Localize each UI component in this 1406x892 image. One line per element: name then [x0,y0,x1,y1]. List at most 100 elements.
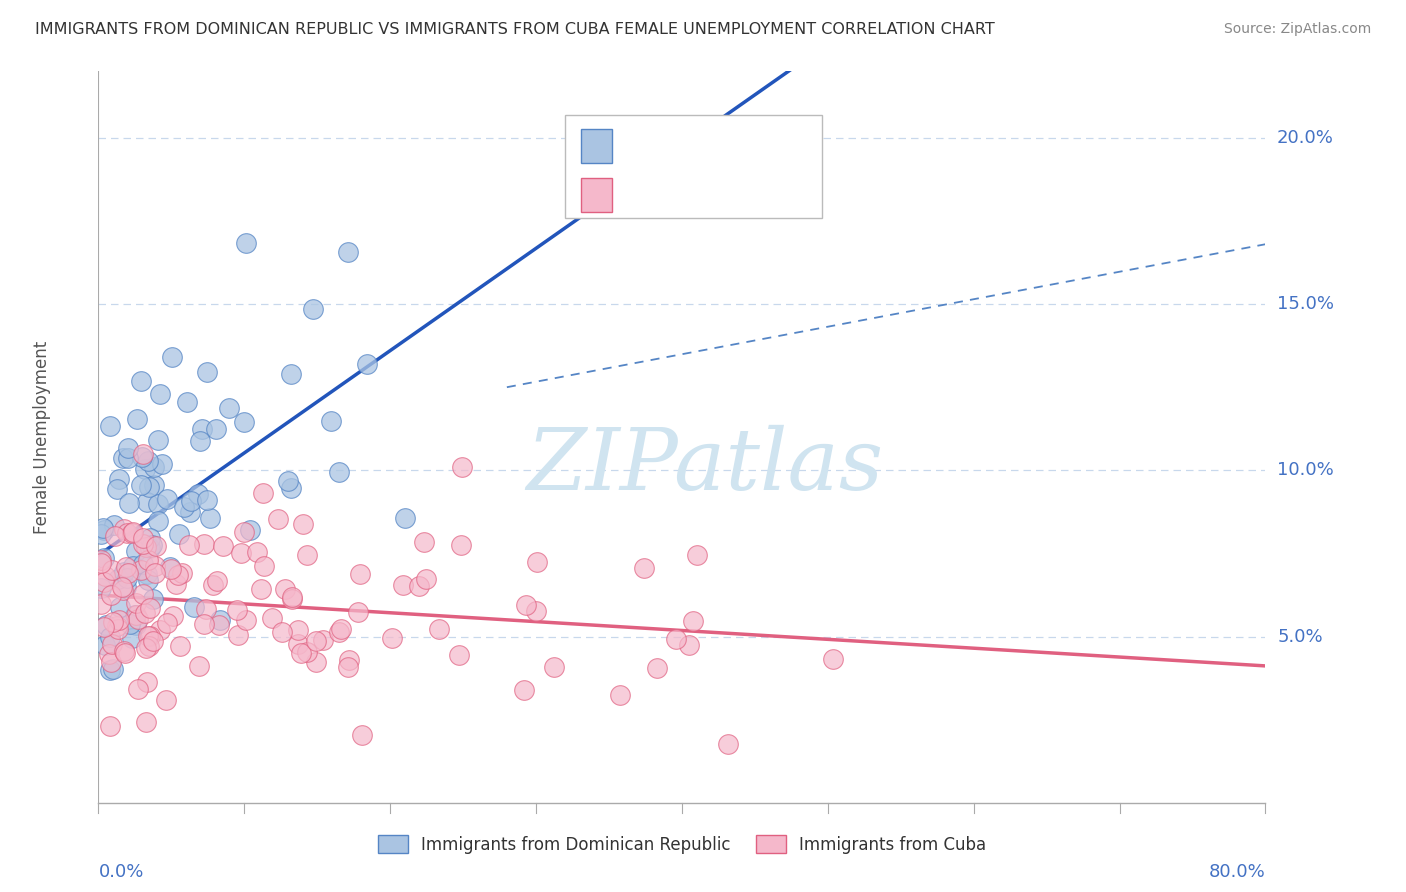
Point [107,622,129,636]
Text: 0.0%: 0.0% [98,863,143,880]
Point [143,558,166,573]
Point [226,628,249,642]
Point [274,582,297,597]
Point [349,566,371,581]
Point [145,566,167,580]
Point [218,401,240,416]
Point [105,482,128,496]
Point [121,632,143,646]
Point [122,558,145,573]
Point [122,524,145,539]
Point [114,580,136,594]
Point [271,624,294,639]
Point [132,531,155,545]
Point [108,600,131,615]
Point [107,572,129,586]
Point [717,737,740,751]
Point [239,523,262,537]
Point [115,526,138,541]
Point [252,485,274,500]
Point [149,387,172,401]
Point [180,493,202,508]
Point [143,478,166,492]
Point [212,539,235,553]
Point [98,648,121,662]
Point [413,535,436,549]
Point [295,645,318,659]
Point [96,618,118,632]
Point [329,622,352,636]
Text: IMMIGRANTS FROM DOMINICAN REPUBLIC VS IMMIGRANTS FROM CUBA FEMALE UNEMPLOYMENT C: IMMIGRANTS FROM DOMINICAN REPUBLIC VS IM… [35,22,995,37]
Text: 0.417: 0.417 [659,137,711,155]
Text: Source: ZipAtlas.com: Source: ZipAtlas.com [1223,22,1371,37]
Point [235,235,257,250]
Point [337,653,360,667]
Point [235,613,257,627]
Point [391,578,413,592]
Point [356,357,378,371]
Point [135,641,157,656]
Point [190,422,212,436]
Point [132,537,155,551]
Point [159,560,181,574]
Point [156,615,179,630]
Point [246,545,269,559]
Point [165,577,187,591]
Point [139,629,162,643]
Point [253,558,276,573]
Point [188,659,211,673]
Point [167,526,190,541]
Point [98,630,121,644]
Point [277,474,299,488]
Point [155,693,177,707]
Point [125,412,148,426]
Point [112,522,135,536]
Point [131,564,153,578]
Point [117,566,139,581]
Point [267,511,290,525]
Point [226,603,249,617]
Point [187,486,209,500]
Point [112,451,135,466]
Text: 81: 81 [738,137,761,155]
Point [90,553,112,567]
Point [328,465,350,479]
Point [665,632,688,646]
Point [381,632,404,646]
Point [179,538,201,552]
Point [262,611,284,625]
Point [287,637,309,651]
Point [524,605,547,619]
Point [328,624,350,639]
Point [281,591,304,606]
Point [287,624,309,638]
Point [117,451,139,466]
Point [249,582,271,596]
Text: R =: R = [620,137,651,155]
Point [135,566,157,581]
Point [821,652,844,666]
Point [281,590,304,604]
Point [232,524,254,539]
Point [114,646,136,660]
Point [150,457,173,471]
Point [93,575,115,590]
Point [100,655,122,669]
Point [93,620,115,634]
Point [427,623,450,637]
Text: 10.0%: 10.0% [1277,461,1334,479]
Point [121,525,143,540]
Point [415,572,437,586]
Point [142,633,165,648]
Point [111,580,134,594]
Point [125,597,148,611]
Point [195,365,218,379]
Point [118,617,141,632]
Text: N =: N = [704,137,735,155]
Point [127,681,149,696]
Text: 80.0%: 80.0% [1209,863,1265,880]
Point [146,515,169,529]
Text: 15.0%: 15.0% [1277,295,1334,313]
Legend: Immigrants from Dominican Republic, Immigrants from Cuba: Immigrants from Dominican Republic, Immi… [371,829,993,860]
Point [169,640,191,654]
